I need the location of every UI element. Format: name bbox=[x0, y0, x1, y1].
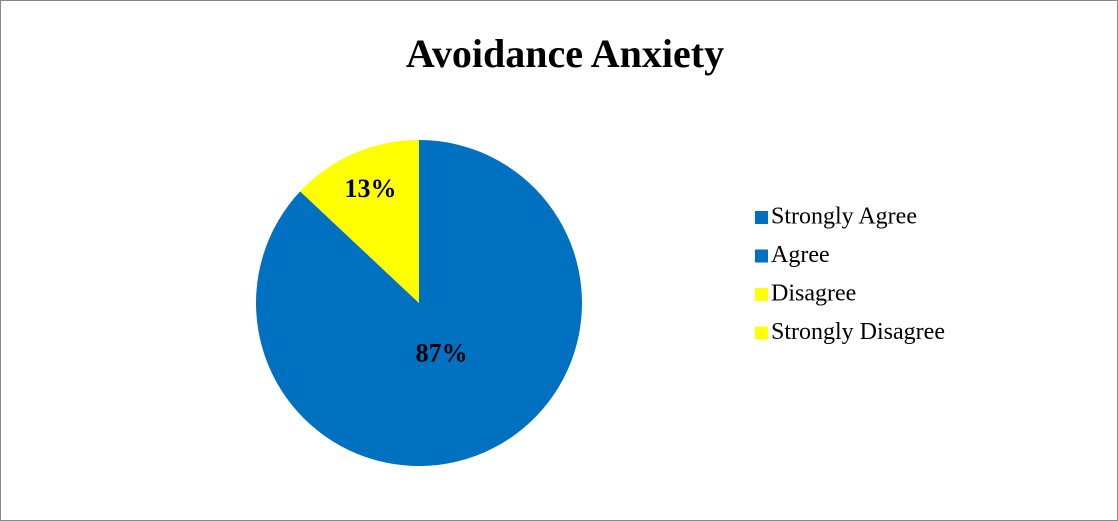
legend-label: Disagree bbox=[771, 281, 856, 307]
data-label: 87% bbox=[416, 338, 468, 367]
pie-slice bbox=[300, 140, 419, 303]
legend-label: Strongly Disagree bbox=[771, 319, 945, 345]
legend-swatch bbox=[755, 249, 768, 263]
legend-swatch bbox=[755, 326, 768, 340]
legend-label: Strongly Agree bbox=[771, 204, 917, 230]
data-label: 13% bbox=[344, 174, 396, 203]
legend-swatch bbox=[755, 288, 768, 301]
chart-title: Avoidance Anxiety bbox=[406, 31, 724, 76]
legend-label: Agree bbox=[771, 242, 830, 268]
legend-swatch bbox=[755, 211, 768, 224]
